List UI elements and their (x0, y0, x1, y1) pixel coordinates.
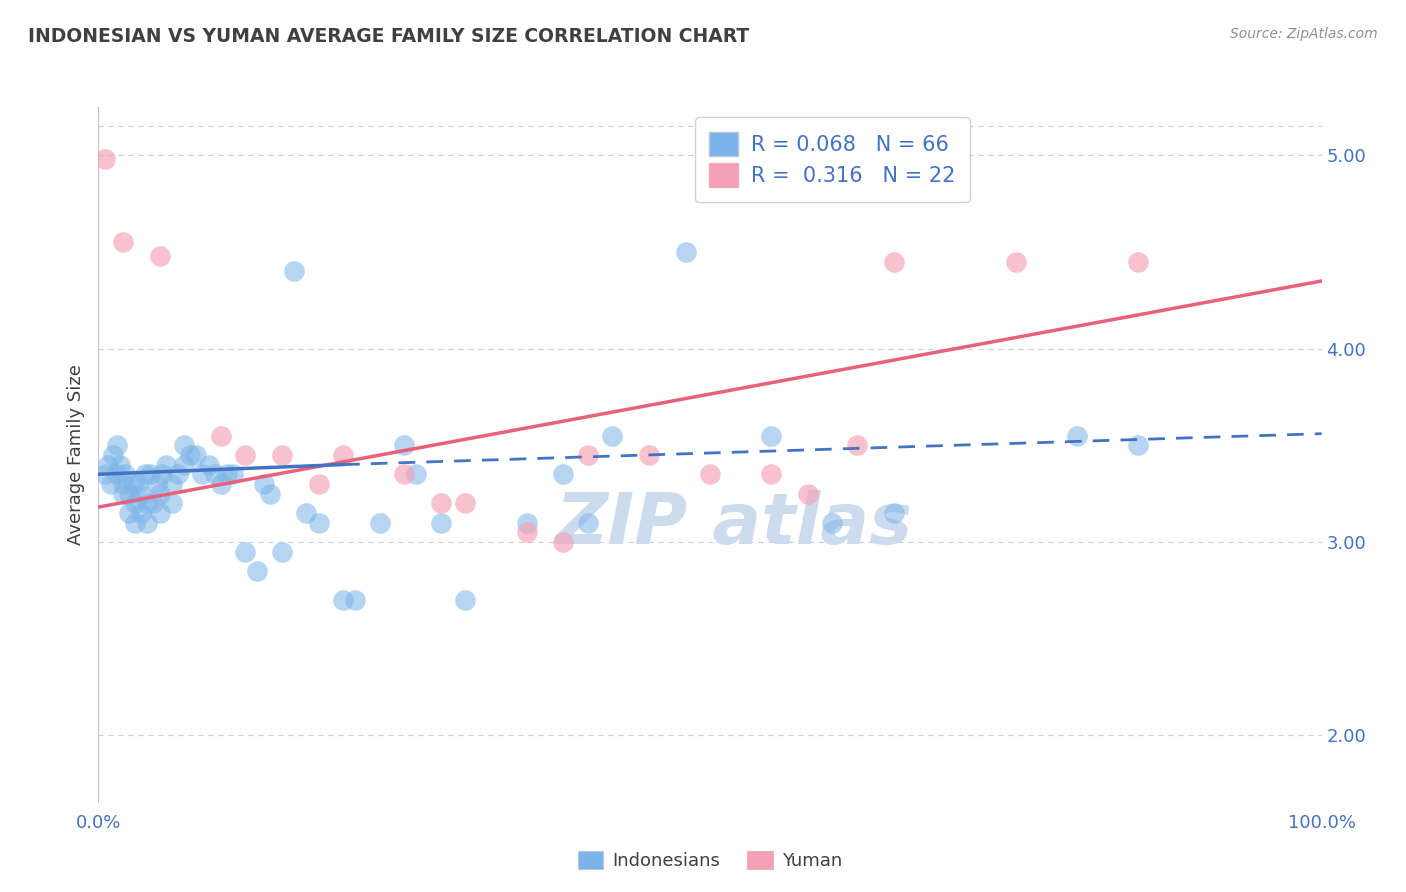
Point (204, 467, 226, 482)
Point (149, 506, 172, 520)
Point (270, 544, 294, 558)
Point (1004, 254, 1026, 268)
Point (110, 458, 132, 472)
Point (93, 467, 115, 482)
Point (699, 467, 721, 482)
Point (332, 592, 354, 607)
Point (179, 448, 201, 462)
Point (139, 467, 162, 482)
Point (454, 592, 477, 607)
Text: Source: ZipAtlas.com: Source: ZipAtlas.com (1230, 27, 1378, 41)
Point (134, 467, 156, 482)
Text: ZIP atlas: ZIP atlas (555, 490, 912, 559)
Point (308, 476, 330, 491)
Point (233, 448, 256, 462)
Point (845, 438, 868, 452)
Point (516, 525, 538, 540)
Point (124, 516, 146, 530)
Point (114, 467, 136, 482)
Point (883, 254, 905, 268)
Point (797, 486, 820, 500)
Point (129, 506, 152, 520)
Point (129, 486, 152, 500)
Point (222, 467, 245, 482)
Point (392, 467, 416, 482)
Point (118, 506, 141, 520)
Point (332, 448, 354, 462)
Point (553, 534, 575, 549)
Point (191, 467, 214, 482)
Point (160, 476, 183, 491)
Point (93, 152, 115, 166)
Point (430, 496, 453, 510)
Point (344, 592, 367, 607)
Point (233, 544, 256, 558)
Point (516, 516, 538, 530)
Point (576, 516, 599, 530)
Point (454, 496, 477, 510)
Point (209, 428, 232, 442)
Point (100, 476, 122, 491)
Legend: Indonesians, Yuman: Indonesians, Yuman (571, 844, 849, 877)
Point (368, 516, 391, 530)
Point (883, 506, 905, 520)
Point (270, 448, 294, 462)
Point (209, 476, 232, 491)
Point (111, 476, 134, 491)
Point (761, 467, 783, 482)
Point (127, 476, 149, 491)
Point (252, 476, 274, 491)
Point (105, 467, 128, 482)
Point (1128, 254, 1150, 268)
Point (97, 458, 120, 472)
Point (600, 428, 623, 442)
Point (111, 235, 134, 250)
Point (821, 516, 844, 530)
Point (553, 467, 575, 482)
Point (173, 438, 195, 452)
Point (121, 476, 143, 491)
Point (405, 467, 427, 482)
Point (308, 516, 330, 530)
Point (105, 438, 128, 452)
Point (136, 496, 159, 510)
Y-axis label: Average Family Size: Average Family Size (66, 365, 84, 545)
Point (101, 448, 124, 462)
Point (160, 496, 183, 510)
Point (197, 458, 219, 472)
Point (124, 496, 146, 510)
Point (761, 428, 783, 442)
Point (149, 249, 172, 263)
Point (215, 467, 238, 482)
Point (142, 496, 165, 510)
Point (136, 516, 159, 530)
Text: INDONESIAN VS YUMAN AVERAGE FAMILY SIZE CORRELATION CHART: INDONESIAN VS YUMAN AVERAGE FAMILY SIZE … (28, 27, 749, 45)
Point (259, 486, 281, 500)
Point (392, 438, 416, 452)
Point (246, 564, 269, 578)
Point (1066, 428, 1088, 442)
Point (576, 448, 599, 462)
Point (111, 486, 134, 500)
Point (150, 467, 173, 482)
Point (675, 244, 697, 259)
Point (149, 486, 172, 500)
Point (167, 467, 190, 482)
Point (1128, 438, 1150, 452)
Point (430, 516, 453, 530)
Point (283, 264, 305, 278)
Point (186, 448, 208, 462)
Point (638, 448, 661, 462)
Point (118, 486, 141, 500)
Point (146, 476, 169, 491)
Point (155, 458, 177, 472)
Point (173, 458, 195, 472)
Point (295, 506, 318, 520)
